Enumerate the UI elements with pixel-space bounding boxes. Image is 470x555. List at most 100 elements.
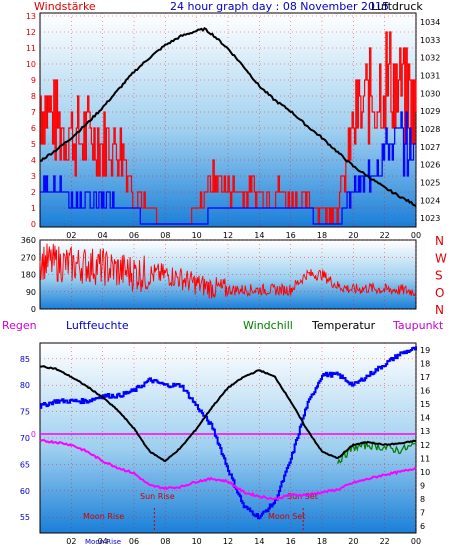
time-tick-label: 16 <box>286 537 296 546</box>
pressure-tick-label: 1031 <box>420 71 440 80</box>
wind-direction-series <box>39 243 417 299</box>
humidity-tick-label: 85 <box>20 355 30 364</box>
wind-tick-label: 8 <box>31 92 36 101</box>
time-tick-label: 00 <box>411 231 421 240</box>
time-tick-label: 08 <box>160 231 170 240</box>
wind-tick-label: 12 <box>26 28 36 37</box>
wind-direction-axis: 0 90 180 270 360 <box>21 236 36 314</box>
pressure-tick-label: 1026 <box>420 161 440 170</box>
time-tick-label: 10 <box>192 231 202 240</box>
pressure-tick-label: 1025 <box>420 178 440 187</box>
direction-tick-label: 0 <box>31 305 36 314</box>
direction-tick-label: 270 <box>21 253 36 262</box>
humidity-label: Luftfeuchte <box>66 319 129 332</box>
wind-tick-label: 4 <box>31 156 36 165</box>
wind-direction-line <box>39 243 417 299</box>
lower-time-axis: 02 04 06 08 10 12 14 16 18 20 22 00 <box>66 537 421 546</box>
time-tick-label: 12 <box>223 537 233 546</box>
wind-tick-label: 9 <box>31 76 36 85</box>
time-tick-label: 22 <box>380 231 390 240</box>
time-tick-label: 10 <box>192 537 202 546</box>
pressure-tick-label: 1023 <box>420 214 440 223</box>
wind-tick-label: 10 <box>26 60 36 69</box>
time-tick-label: 04 <box>98 537 108 546</box>
time-tick-label: 02 <box>66 231 76 240</box>
moonset-label: Moon Set <box>268 512 305 521</box>
temperature-tick-label: 16 <box>420 387 430 396</box>
dewpoint-label: Taupunkt <box>392 319 444 332</box>
wind-tick-label: 13 <box>26 12 36 21</box>
wind-tick-label: 0 <box>31 220 36 229</box>
humidity-tick-label: 80 <box>20 381 30 390</box>
temperature-tick-label: 7 <box>420 509 425 518</box>
time-tick-label: 18 <box>317 231 327 240</box>
time-tick-label: 02 <box>66 537 76 546</box>
time-tick-label: 04 <box>98 231 108 240</box>
compass-label: S <box>435 269 443 283</box>
temperature-label: Temperatur <box>311 319 376 332</box>
wind-tick-label: 6 <box>31 124 36 133</box>
time-tick-label: 22 <box>380 537 390 546</box>
pressure-tick-label: 1034 <box>420 18 440 27</box>
compass-label: O <box>435 286 444 300</box>
temperature-tick-label: 11 <box>420 454 430 463</box>
temperature-tick-label: 10 <box>420 468 430 477</box>
pressure-tick-label: 1024 <box>420 196 440 205</box>
time-tick-label: 20 <box>348 537 358 546</box>
wind-tick-label: 2 <box>31 188 36 197</box>
pressure-axis: 1023 1024 1025 1026 1027 1028 1029 1030 1031 1032… <box>420 18 440 223</box>
wind-speed-series <box>40 31 417 225</box>
temperature-axis: 6 7 8 9 10 11 12 13 14 15 16 17 18 19 <box>420 346 430 531</box>
pressure-tick-label: 1029 <box>420 107 440 116</box>
time-tick-label: 06 <box>129 231 139 240</box>
pressure-series <box>39 27 417 208</box>
wind-tick-label: 7 <box>31 108 36 117</box>
wind-speed-label: Windstärke <box>34 0 96 13</box>
windchill-line <box>337 441 417 464</box>
wind-tick-label: 11 <box>26 44 36 53</box>
compass-label: N <box>435 303 444 317</box>
dewpoint-line <box>39 439 417 501</box>
temperature-humidity-series <box>39 346 417 520</box>
humidity-tick-label: 55 <box>20 513 30 522</box>
time-tick-label: 14 <box>254 537 264 546</box>
wind-tick-label: 5 <box>31 140 36 149</box>
wind-time-axis: 02 04 06 08 10 12 14 16 18 20 22 00 <box>66 231 421 240</box>
compass-label: W <box>435 251 447 265</box>
temperature-tick-label: 18 <box>420 359 430 368</box>
temperature-tick-label: 6 <box>420 522 425 531</box>
rain-zero-label: 0 <box>31 430 36 439</box>
direction-tick-label: 90 <box>26 288 36 297</box>
temperature-tick-label: 13 <box>420 427 430 436</box>
time-tick-label: 06 <box>129 537 139 546</box>
humidity-axis: 55 60 65 70 75 80 85 0 <box>20 355 36 522</box>
pressure-tick-label: 1028 <box>420 125 440 134</box>
moonrise-label: Moon Rise <box>83 512 124 521</box>
rain-label: Regen <box>2 319 37 332</box>
temperature-tick-label: 15 <box>420 400 430 409</box>
temperature-line <box>40 365 417 463</box>
pressure-line <box>39 27 417 208</box>
temperature-tick-label: 8 <box>420 495 425 504</box>
direction-tick-label: 180 <box>21 271 36 280</box>
compass-label: N <box>435 234 444 248</box>
wind-mean-line <box>40 111 416 225</box>
temperature-tick-label: 19 <box>420 346 430 355</box>
temperature-tick-label: 14 <box>420 414 430 423</box>
direction-tick-label: 360 <box>21 236 36 245</box>
wind-tick-label: 3 <box>31 172 36 181</box>
sunrise-label: Sun Rise <box>140 492 175 501</box>
time-tick-label: 00 <box>411 537 421 546</box>
time-tick-label: 12 <box>223 231 233 240</box>
windchill-label: Windchill <box>243 319 293 332</box>
pressure-tick-label: 1027 <box>420 143 440 152</box>
humidity-tick-label: 75 <box>20 408 30 417</box>
temperature-tick-label: 12 <box>420 441 430 450</box>
wind-gust-line <box>40 31 417 225</box>
humidity-tick-label: 60 <box>20 487 30 496</box>
pressure-tick-label: 1030 <box>420 89 440 98</box>
time-tick-label: 14 <box>254 231 264 240</box>
